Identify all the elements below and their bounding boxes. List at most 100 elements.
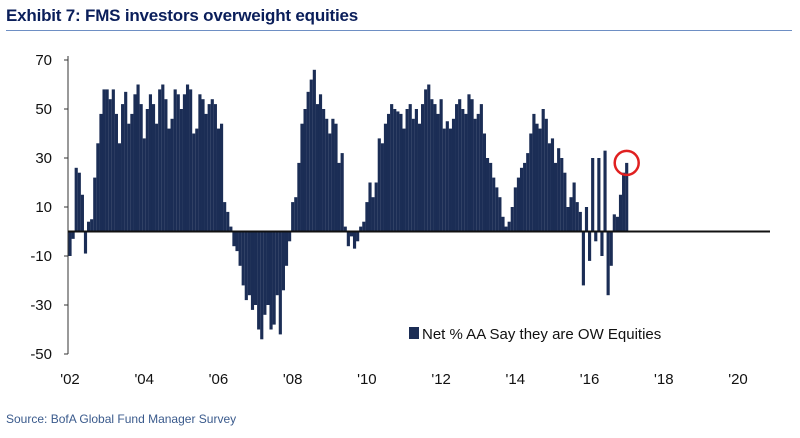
y-axis-ticks: 70 50 30 10 -10 -30 -50 xyxy=(30,52,68,363)
y-tick-label: -50 xyxy=(30,346,52,363)
legend-swatch xyxy=(409,327,419,339)
bar xyxy=(105,89,109,232)
bar xyxy=(309,79,313,232)
bar xyxy=(445,121,449,232)
bar xyxy=(588,231,592,261)
bar xyxy=(284,231,289,266)
bar xyxy=(411,118,415,232)
bar xyxy=(114,113,118,232)
bar xyxy=(176,94,180,232)
x-tick-label: '02 xyxy=(60,371,80,388)
bar xyxy=(195,128,199,232)
bar xyxy=(519,167,524,232)
bar xyxy=(93,177,97,232)
bar xyxy=(547,143,551,232)
bar xyxy=(591,158,595,232)
bar xyxy=(451,118,456,232)
bar xyxy=(272,231,276,325)
bar xyxy=(609,231,613,266)
bar xyxy=(204,113,208,232)
bar xyxy=(396,111,400,232)
x-tick-label: '06 xyxy=(209,371,229,388)
x-tick-label: '14 xyxy=(506,371,526,388)
bar xyxy=(535,123,539,232)
bar xyxy=(226,211,230,232)
bar xyxy=(74,167,78,232)
bar xyxy=(606,231,610,296)
bar xyxy=(510,207,514,232)
bar xyxy=(380,143,384,232)
bar xyxy=(121,104,125,232)
bar xyxy=(541,109,545,232)
bar xyxy=(223,202,227,232)
bar xyxy=(247,231,251,296)
bar xyxy=(111,89,115,232)
bar xyxy=(569,197,573,232)
bar xyxy=(158,89,162,232)
bar xyxy=(526,153,530,232)
bar xyxy=(139,104,143,232)
bar xyxy=(213,104,217,232)
bar xyxy=(421,104,425,232)
bar xyxy=(356,231,360,242)
bar xyxy=(485,158,490,232)
bar xyxy=(597,158,601,232)
bar xyxy=(83,231,88,254)
bar xyxy=(155,123,159,232)
bar xyxy=(362,221,366,232)
bar xyxy=(368,182,372,232)
bars-group xyxy=(68,69,629,340)
bar xyxy=(306,91,310,232)
bar xyxy=(87,221,91,232)
source-note: Source: BofA Global Fund Manager Survey xyxy=(6,412,237,426)
bar xyxy=(133,94,137,232)
latest-value-highlight-circle xyxy=(613,149,640,177)
bar xyxy=(482,133,487,232)
bar xyxy=(151,104,156,232)
bar xyxy=(467,94,471,232)
bar xyxy=(550,138,555,232)
bar xyxy=(266,231,270,305)
bar xyxy=(393,109,397,232)
bar xyxy=(473,118,477,232)
y-tick-label: -30 xyxy=(30,297,52,314)
bar xyxy=(170,118,174,232)
bar xyxy=(538,128,542,232)
bar xyxy=(430,99,434,232)
bar xyxy=(325,118,329,232)
x-axis-ticks: '02 '04 '06 '08 '10 '12 '14 '16 '18 '20 xyxy=(60,371,748,388)
bar xyxy=(424,89,428,232)
bar xyxy=(142,138,146,232)
bar xyxy=(622,172,626,232)
bar xyxy=(498,197,502,232)
bar xyxy=(108,99,112,232)
bar xyxy=(529,133,533,232)
bar xyxy=(334,123,338,232)
bar xyxy=(260,231,264,340)
bar xyxy=(244,231,248,301)
legend: Net % AA Say they are OW Equities xyxy=(409,326,661,343)
bar xyxy=(365,202,369,232)
bar xyxy=(315,104,320,232)
bar xyxy=(513,187,517,232)
bar xyxy=(127,123,131,232)
bar xyxy=(99,113,103,232)
bar xyxy=(241,231,245,286)
y-tick-label: 10 xyxy=(35,199,52,216)
bar xyxy=(433,104,437,232)
bar xyxy=(578,211,582,232)
bar xyxy=(476,113,480,232)
bar xyxy=(275,231,279,296)
bar xyxy=(235,231,239,252)
y-tick-label: 70 xyxy=(35,52,52,69)
bar xyxy=(436,113,440,232)
bar xyxy=(461,109,465,232)
bar xyxy=(615,216,619,232)
bar xyxy=(489,162,493,232)
bar xyxy=(68,231,72,256)
bar xyxy=(263,231,267,315)
bar xyxy=(71,231,75,239)
bar xyxy=(201,99,205,232)
bar xyxy=(77,172,81,232)
bar xyxy=(618,194,623,232)
